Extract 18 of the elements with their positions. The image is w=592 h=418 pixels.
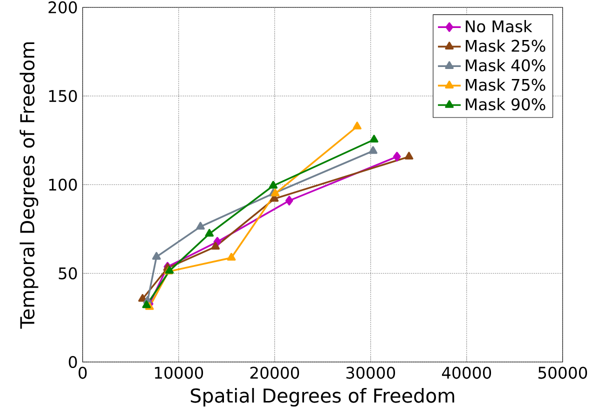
y-tick-label: 150: [49, 90, 77, 102]
x-tick-label: 20000: [250, 366, 300, 379]
legend-label: Mask 90%: [466, 98, 546, 110]
x-tick-label: 0: [78, 366, 87, 379]
legend-label: Mask 75%: [466, 78, 546, 91]
y-tick-label: 200: [48, 1, 77, 14]
y-axis-title: Temporal Degrees of Freedom: [20, 42, 38, 329]
y-tick-label: 50: [58, 267, 77, 280]
x-tick-label: 50000: [538, 366, 588, 379]
legend-label: Mask 25%: [466, 40, 546, 52]
x-tick-label: 30000: [346, 366, 396, 379]
y-tick-label: 100: [49, 178, 77, 191]
x-axis-title: Spatial Degrees of Freedom: [190, 388, 454, 407]
x-tick-label: 10000: [154, 366, 204, 379]
legend-label: Mask 40%: [466, 59, 546, 72]
x-tick-label: 40000: [442, 366, 492, 379]
y-tick-label: 0: [68, 356, 77, 368]
legend-label: No Mask: [466, 20, 532, 32]
